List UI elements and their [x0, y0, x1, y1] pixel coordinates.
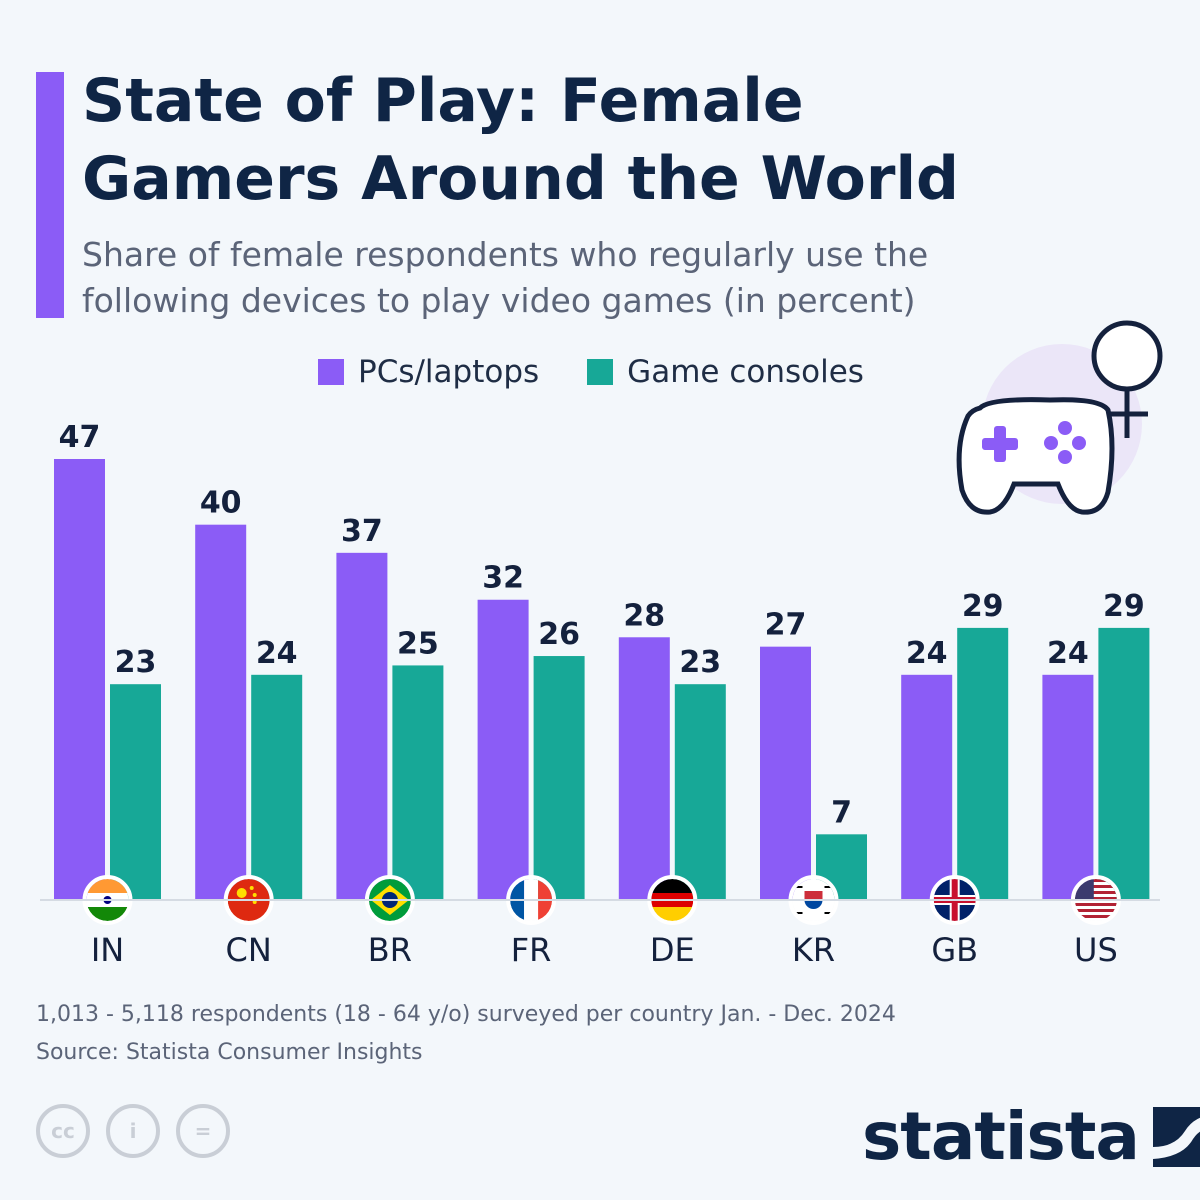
value-label-de-consoles: 23	[679, 645, 721, 680]
category-label-gb: GB	[931, 931, 978, 969]
creative-commons-icon[interactable]: cc	[36, 1104, 90, 1158]
bar-de-consoles	[674, 684, 726, 900]
bar-cn-pcs	[195, 524, 247, 900]
value-label-in-pcs: 47	[59, 420, 101, 455]
category-label-in: IN	[91, 931, 124, 969]
legend-label-pcs: PCs/laptops	[358, 354, 540, 390]
bar-fr-pcs	[477, 599, 529, 900]
value-label-fr-pcs: 32	[482, 561, 524, 596]
bar-de-pcs	[618, 637, 670, 900]
bar-br-consoles	[392, 665, 444, 900]
bar-us-pcs	[1042, 674, 1094, 900]
legend-label-consoles: Game consoles	[627, 354, 864, 390]
bar-gb-pcs	[901, 674, 953, 900]
value-label-cn-consoles: 24	[256, 636, 298, 671]
gamepad-female-icon	[956, 320, 1163, 515]
category-label-br: BR	[368, 931, 412, 969]
value-label-in-consoles: 23	[115, 645, 157, 680]
legend-item-consoles: Game consoles	[587, 354, 864, 390]
statista-logo[interactable]: statista	[862, 1098, 1200, 1175]
value-label-kr-consoles: 7	[831, 795, 852, 830]
bar-us-consoles	[1098, 627, 1150, 900]
legend-item-pcs: PCs/laptops	[318, 354, 539, 390]
statista-logo-icon	[1152, 1106, 1200, 1167]
value-label-br-pcs: 37	[341, 514, 383, 549]
value-label-us-pcs: 24	[1047, 636, 1089, 671]
legend-swatch-consoles	[587, 359, 614, 385]
category-label-fr: FR	[511, 931, 552, 969]
source-note: Source: Statista Consumer Insights	[36, 1040, 423, 1065]
chart-title: State of Play: Female Gamers Around the …	[82, 66, 960, 214]
bar-gb-consoles	[957, 627, 1009, 900]
value-label-fr-consoles: 26	[538, 617, 580, 652]
value-label-gb-consoles: 29	[962, 589, 1004, 624]
legend: PCs/laptops Game consoles	[318, 352, 864, 392]
no-derivatives-icon[interactable]: =	[176, 1104, 230, 1158]
value-label-de-pcs: 28	[623, 598, 665, 633]
bar-br-pcs	[336, 552, 388, 900]
value-label-us-consoles: 29	[1103, 589, 1145, 624]
category-label-kr: KR	[792, 931, 835, 969]
category-label-de: DE	[650, 931, 695, 969]
attribution-icon[interactable]: i	[106, 1104, 160, 1158]
value-label-gb-pcs: 24	[906, 636, 948, 671]
title-accent-bar	[36, 72, 64, 318]
bar-in-pcs	[54, 459, 105, 900]
value-label-kr-pcs: 27	[765, 608, 807, 643]
bar-fr-consoles	[533, 656, 585, 900]
bar-kr-pcs	[760, 646, 811, 900]
value-label-cn-pcs: 40	[200, 486, 242, 521]
bar-in-consoles	[110, 684, 161, 900]
value-label-br-consoles: 25	[397, 626, 439, 661]
license-icons: cc i =	[36, 1104, 230, 1158]
legend-swatch-pcs	[318, 359, 344, 385]
survey-note: 1,013 - 5,118 respondents (18 - 64 y/o) …	[36, 1002, 896, 1027]
category-label-us: US	[1074, 931, 1118, 969]
bar-chart: 47 23 IN 40 24 CN 37 25 BR 32 26 FR 28 23 DE 27 7 KR 24 29 G…	[40, 420, 1160, 969]
chart-subtitle: Share of female respondents who regularl…	[82, 235, 929, 320]
bar-cn-consoles	[251, 674, 303, 900]
brand-name: statista	[862, 1098, 1140, 1175]
category-label-cn: CN	[226, 931, 272, 969]
